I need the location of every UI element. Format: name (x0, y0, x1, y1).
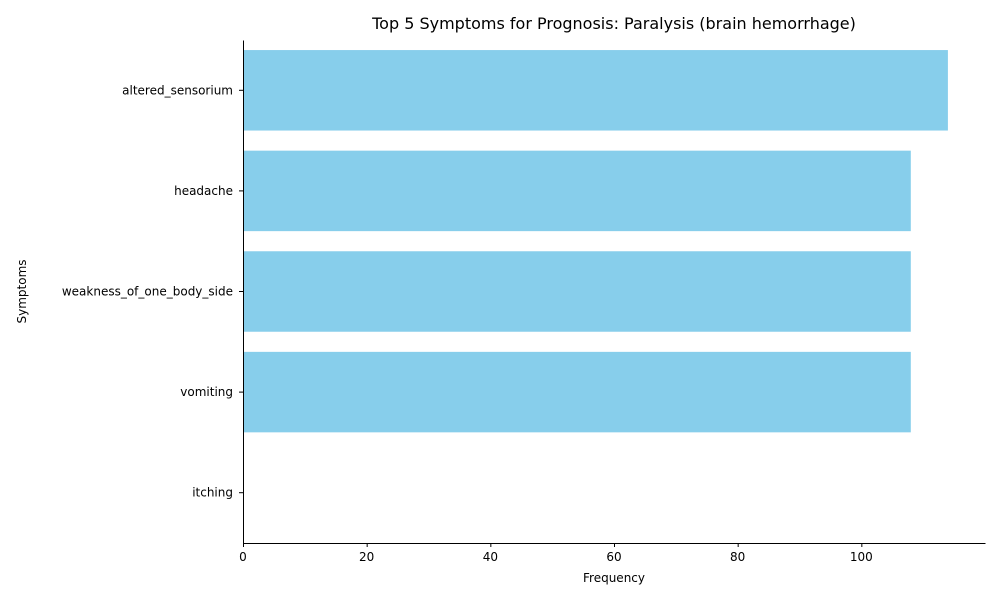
x-tick-label: 40 (483, 550, 498, 564)
bars-group (243, 50, 948, 433)
y-tick-label: weakness_of_one_body_side (62, 285, 233, 299)
y-axis-label: Symptoms (15, 259, 29, 323)
y-tick-label: headache (174, 184, 233, 198)
bar-headache (243, 150, 911, 232)
y-tick-label: vomiting (180, 385, 233, 399)
chart-title: Top 5 Symptoms for Prognosis: Paralysis … (371, 14, 856, 33)
x-axis-ticks: 0 20 40 60 80 100 (239, 543, 873, 564)
x-tick-label: 80 (730, 550, 745, 564)
x-axis-label: Frequency (583, 571, 645, 585)
x-tick-label: 0 (239, 550, 247, 564)
bar-weakness_of_one_body_side (243, 251, 911, 332)
x-tick-label: 20 (359, 550, 374, 564)
x-tick-label: 100 (850, 550, 873, 564)
x-tick-label: 60 (606, 550, 621, 564)
bar-altered_sensorium (243, 50, 948, 131)
y-tick-label: itching (192, 486, 233, 500)
y-tick-label: altered_sensorium (122, 83, 233, 97)
bar-vomiting (243, 351, 911, 433)
y-axis-ticks: altered_sensorium headache weakness_of_one… (62, 83, 243, 500)
